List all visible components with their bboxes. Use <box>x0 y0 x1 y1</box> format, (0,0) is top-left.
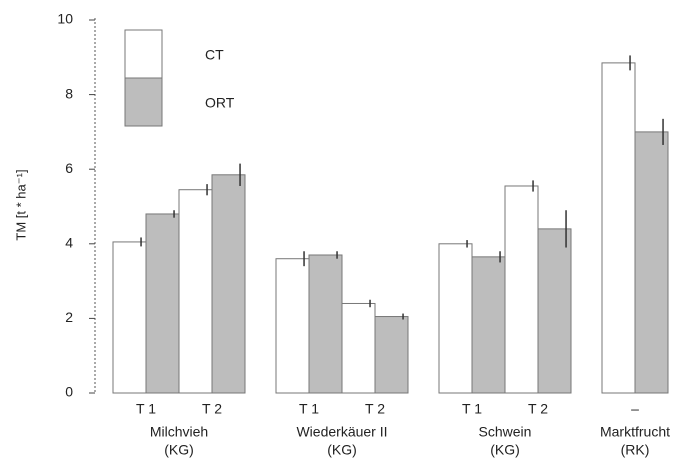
bar <box>112 241 147 394</box>
group-note: (KG) <box>327 442 357 458</box>
bar <box>275 258 310 394</box>
bar <box>308 254 343 394</box>
y-tick-label: 4 <box>65 235 73 251</box>
x-tick-label: T 1 <box>136 401 156 417</box>
y-axis-label: TM [t * ha⁻¹] <box>13 169 28 240</box>
x-tick-label: T 1 <box>299 401 319 417</box>
y-tick-label: 0 <box>65 384 73 400</box>
x-tick-label: T 2 <box>365 401 385 417</box>
bar <box>601 62 636 394</box>
y-tick-label: 8 <box>65 85 73 101</box>
bar <box>471 256 506 394</box>
group-note: (KG) <box>164 442 194 458</box>
group-note: (KG) <box>490 442 520 458</box>
bar <box>504 185 539 394</box>
group-note: (RK) <box>621 442 650 458</box>
group-label: Schwein <box>479 424 532 440</box>
x-tick-label: T 2 <box>202 401 222 417</box>
bar <box>537 228 572 394</box>
legend-label: CT <box>205 47 224 63</box>
x-tick-label: T 1 <box>462 401 482 417</box>
group-label: Milchvieh <box>150 424 208 440</box>
bar <box>374 316 409 394</box>
bar <box>178 189 213 394</box>
y-tick-label: 2 <box>65 309 73 325</box>
group-label: Marktfrucht <box>600 424 670 440</box>
bar <box>211 174 246 394</box>
legend-swatch <box>124 29 163 79</box>
x-tick-label: – <box>631 401 639 417</box>
bar <box>145 213 180 394</box>
x-tick-label: T 2 <box>528 401 548 417</box>
legend-swatch <box>124 77 163 127</box>
bar <box>438 243 473 394</box>
legend-label: ORT <box>205 95 235 111</box>
y-tick-label: 6 <box>65 160 73 176</box>
bar <box>341 302 376 394</box>
group-label: Wiederkäuer II <box>296 424 387 440</box>
y-tick-label: 10 <box>57 11 73 27</box>
bar <box>634 131 669 394</box>
